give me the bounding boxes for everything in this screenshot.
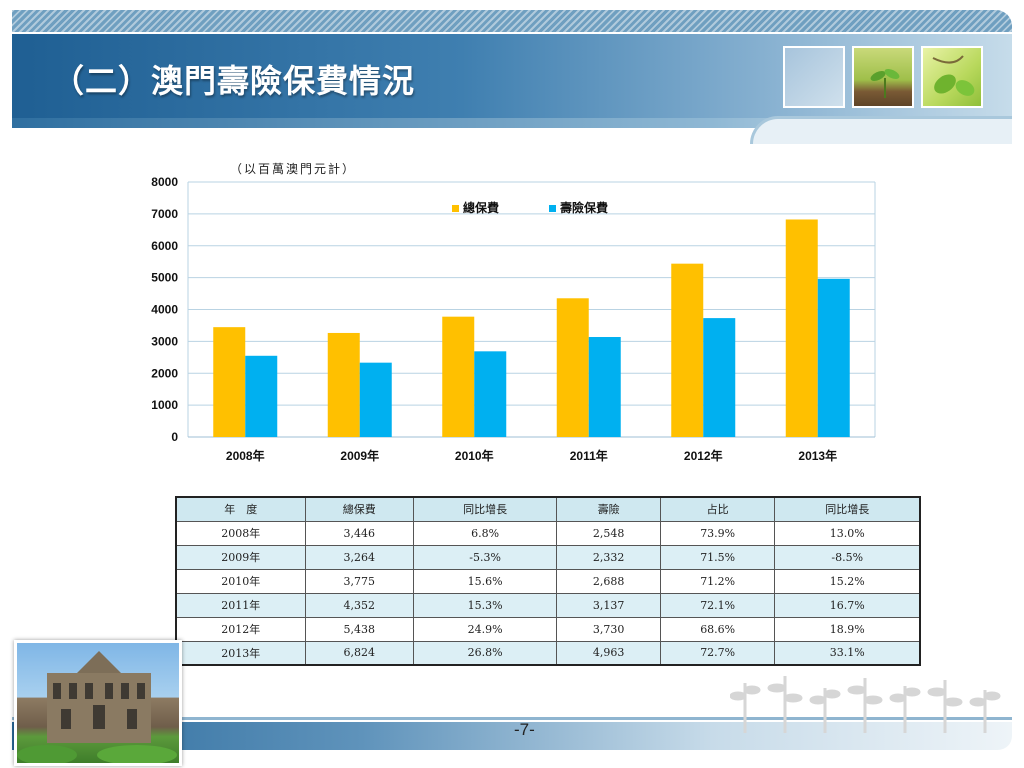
header-share: 占比: [659, 496, 776, 522]
legend-swatch-1: [549, 205, 556, 212]
y-tick-label: 7000: [151, 207, 178, 221]
table-row: 2010年 3,775 15.6% 2,688 71.2% 15.2%: [175, 568, 921, 594]
table-cell: 6,824: [304, 640, 414, 666]
y-tick-label: 8000: [151, 175, 178, 189]
table-cell: 4,352: [304, 592, 414, 618]
header-stripe: [12, 10, 1012, 32]
table-cell: 5,438: [304, 616, 414, 642]
table-cell: 24.9%: [412, 616, 558, 642]
y-tick-label: 5000: [151, 271, 178, 285]
x-tick-label: 2008年: [226, 448, 265, 463]
table-cell: 2010年: [175, 568, 306, 594]
table-cell: 13.0%: [774, 520, 921, 546]
y-tick-label: 2000: [151, 366, 178, 380]
y-tick-label: 4000: [151, 303, 178, 317]
table-cell: 2,688: [556, 568, 661, 594]
table-cell: -8.5%: [774, 544, 921, 570]
x-tick-label: 2010年: [455, 448, 494, 463]
title-curve-decoration: [750, 116, 1012, 144]
title-band-lower: [12, 118, 1012, 128]
table-cell: 72.7%: [659, 640, 776, 666]
x-tick-label: 2012年: [684, 448, 723, 463]
blank-thumbnail: [783, 46, 845, 108]
table-row: 2011年 4,352 15.3% 3,137 72.1% 16.7%: [175, 592, 921, 618]
plant-silhouettes-decoration: [730, 676, 1001, 733]
table-cell: 72.1%: [659, 592, 776, 618]
table-cell: 68.6%: [659, 616, 776, 642]
table-cell: 15.3%: [412, 592, 558, 618]
table-cell: 6.8%: [412, 520, 558, 546]
table-cell: 2,548: [556, 520, 661, 546]
bar-total-premium-0: [213, 327, 246, 437]
table-cell: 71.5%: [659, 544, 776, 570]
header-total-premium: 總保費: [304, 496, 414, 522]
table-cell: 16.7%: [774, 592, 921, 618]
table-cell: 2008年: [175, 520, 306, 546]
table-cell: 33.1%: [774, 640, 921, 666]
header-life-growth: 同比增長: [774, 496, 921, 522]
bar-life-premium-0: [245, 355, 278, 437]
table-cell: 15.6%: [412, 568, 558, 594]
header-total-growth: 同比增長: [412, 496, 558, 522]
leaf-icon: [932, 55, 975, 96]
table-cell: 2,332: [556, 544, 661, 570]
table-row: 2009年 3,264 -5.3% 2,332 71.5% -8.5%: [175, 544, 921, 570]
ruins-photo: [14, 640, 182, 766]
y-tick-label: 1000: [151, 398, 178, 412]
bar-life-premium-2: [474, 351, 507, 437]
sprout-thumbnail: [852, 46, 914, 108]
bar-life-premium-1: [359, 362, 392, 437]
bar-life-premium-5: [817, 278, 850, 437]
bar-total-premium-4: [671, 263, 704, 437]
title-band: [12, 34, 1012, 118]
legend-swatch-0: [452, 205, 459, 212]
table-row: 2008年 3,446 6.8% 2,548 73.9% 13.0%: [175, 520, 921, 546]
table-cell: 2011年: [175, 592, 306, 618]
leaf-thumbnail: [921, 46, 983, 108]
y-tick-label: 6000: [151, 239, 178, 253]
table-cell: 4,963: [556, 640, 661, 666]
table-cell: 3,775: [304, 568, 414, 594]
bar-total-premium-1: [327, 332, 360, 437]
table-cell: 3,137: [556, 592, 661, 618]
y-tick-label: 0: [171, 430, 178, 444]
table-cell: 26.8%: [412, 640, 558, 666]
bar-life-premium-3: [588, 337, 621, 437]
bar-total-premium-3: [556, 298, 589, 437]
bar-total-premium-5: [785, 219, 818, 437]
table-cell: 2012年: [175, 616, 306, 642]
chart-unit-note: （以百萬澳門元計）: [230, 162, 357, 176]
header-year: 年 度: [175, 496, 306, 522]
page-title: （二）澳門壽險保費情況: [52, 62, 416, 100]
sprout-icon: [870, 69, 900, 98]
table-cell: 15.2%: [774, 568, 921, 594]
table-cell: 2013年: [175, 640, 306, 666]
table-cell: 18.9%: [774, 616, 921, 642]
table-cell: 2009年: [175, 544, 306, 570]
bar-chart: 0 1000 2000 3000 4000 5000 6000 7000 8000 2008年 20…: [151, 175, 876, 463]
bar-total-premium-2: [442, 316, 475, 437]
premium-table: 年 度 總保費 同比增長 壽險 占比 同比增長 2008年 3,446 6.8%…: [175, 496, 921, 666]
x-tick-label: 2009年: [340, 448, 379, 463]
table-row: 2012年 5,438 24.9% 3,730 68.6% 18.9%: [175, 616, 921, 642]
x-tick-label: 2011年: [570, 448, 608, 463]
x-tick-label: 2013年: [798, 448, 837, 463]
table-cell: 3,730: [556, 616, 661, 642]
header-life-premium: 壽險: [556, 496, 661, 522]
bar-life-premium-4: [703, 318, 736, 437]
table-header-row: 年 度 總保費 同比增長 壽險 占比 同比增長: [175, 496, 921, 522]
legend-label-1: 壽險保費: [560, 200, 608, 215]
table-cell: 71.2%: [659, 568, 776, 594]
page-number: -7-: [514, 720, 535, 739]
table-cell: 3,264: [304, 544, 414, 570]
table-cell: -5.3%: [412, 544, 558, 570]
table-row: 2013年 6,824 26.8% 4,963 72.7% 33.1%: [175, 640, 921, 666]
y-tick-label: 3000: [151, 334, 178, 348]
footer-line: [12, 717, 1012, 720]
legend-label-0: 總保費: [463, 200, 499, 215]
ruins-facade-icon: [17, 651, 177, 763]
table-cell: 3,446: [304, 520, 414, 546]
table-cell: 73.9%: [659, 520, 776, 546]
